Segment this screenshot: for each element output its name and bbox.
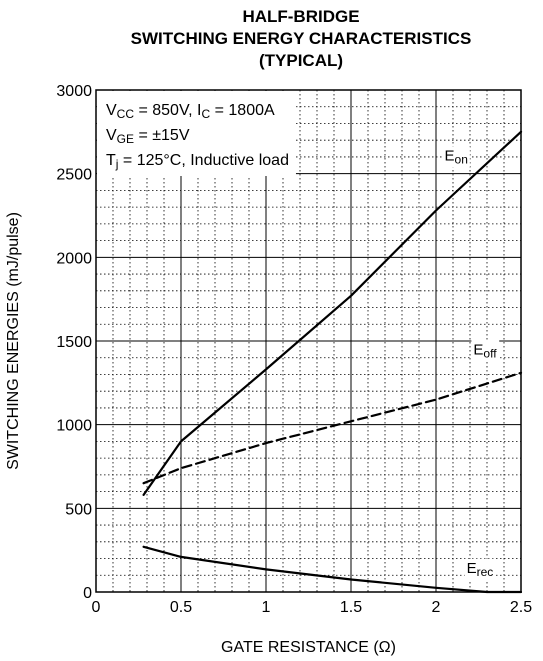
x-tick-label: 2 xyxy=(432,599,441,616)
condition-tj-load: Tj = 125°C, Inductive load xyxy=(106,152,289,171)
y-tick-label: 0 xyxy=(83,585,92,602)
series-line-erec xyxy=(142,545,523,594)
chart-title-line-2: SWITCHING ENERGY CHARACTERISTICS xyxy=(131,29,472,48)
y-tick-label: 2500 xyxy=(56,167,92,184)
major-grid xyxy=(96,90,521,592)
series-layer xyxy=(142,130,523,594)
y-tick-label: 500 xyxy=(65,501,92,518)
minor-grid xyxy=(96,90,521,592)
x-tick-label: 0 xyxy=(92,599,101,616)
y-tick-label: 1000 xyxy=(56,418,92,435)
y-axis-ticks: 0 500 1000 1500 2000 2500 3000 xyxy=(56,83,92,602)
y-tick-label: 2000 xyxy=(56,250,92,267)
condition-vge: VGE = ±15V xyxy=(106,127,190,146)
series-label-eon: Eon xyxy=(445,147,468,166)
series-label-eoff: Eoff xyxy=(473,341,497,360)
x-tick-label: 1 xyxy=(262,599,271,616)
conditions-box-background xyxy=(97,91,296,176)
y-tick-label: 1500 xyxy=(56,334,92,351)
y-axis-label: SWITCHING ENERGIES (mJ/pulse) xyxy=(5,212,22,470)
x-tick-label: 2.5 xyxy=(510,599,532,616)
series-labels: Eon Eoff Erec xyxy=(442,146,500,580)
x-tick-label: 1.5 xyxy=(340,599,362,616)
x-axis-label: GATE RESISTANCE (Ω) xyxy=(221,639,396,656)
series-label-bg xyxy=(442,146,470,168)
chart-title-line-3: (TYPICAL) xyxy=(259,51,343,70)
x-axis-ticks: 0 0.5 1 1.5 2 2.5 xyxy=(92,599,533,616)
plot-frame xyxy=(95,89,522,593)
series-line-eoff xyxy=(142,371,523,485)
x-tick-label: 0.5 xyxy=(170,599,192,616)
series-label-bg xyxy=(464,558,496,580)
y-tick-label: 3000 xyxy=(56,83,92,100)
series-line-eon xyxy=(142,130,523,496)
condition-vcc-ic: VCC = 850V, IC = 1800A xyxy=(106,102,275,121)
series-label-bg xyxy=(471,340,500,362)
conditions-box: VCC = 850V, IC = 1800A VGE = ±15V Tj = 1… xyxy=(106,102,289,171)
series-label-erec: Erec xyxy=(467,560,494,579)
chart-title: HALF-BRIDGE SWITCHING ENERGY CHARACTERIS… xyxy=(131,7,472,70)
chart-title-line-1: HALF-BRIDGE xyxy=(242,7,359,26)
